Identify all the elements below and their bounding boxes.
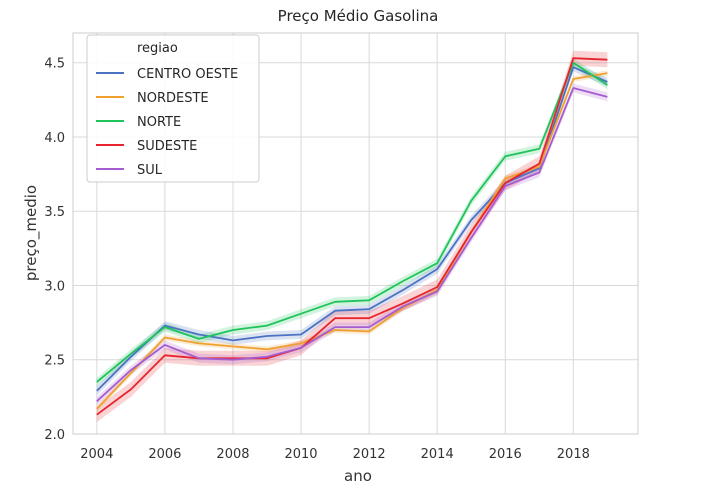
series-lines <box>96 57 608 416</box>
plot-frame <box>72 32 639 435</box>
legend: regiao CENTRO OESTE NORDESTE NORTE SUDESTE S… <box>86 34 260 183</box>
chart-title: Preço Médio Gasolina <box>278 7 439 25</box>
x-tick-label: 2006 <box>148 447 181 462</box>
legend-label-nordeste: NORDESTE <box>137 91 209 106</box>
x-tick-label: 2016 <box>489 447 522 462</box>
legend-items: CENTRO OESTE NORDESTE NORTE SUDESTE SUL <box>96 67 238 178</box>
y-tick-label: 4.0 <box>44 131 65 146</box>
x-axis-title: ano <box>344 467 372 485</box>
legend-label-sul: SUL <box>137 163 163 178</box>
x-tick-label: 2012 <box>353 447 386 462</box>
y-axis-title: preço_medio <box>22 185 41 281</box>
legend-label-norte: NORTE <box>137 115 181 130</box>
x-tick-label: 2004 <box>80 447 113 462</box>
legend-box <box>86 34 260 183</box>
series-line-sudeste <box>96 57 608 416</box>
y-tick-label: 3.5 <box>44 205 65 220</box>
x-tick-label: 2014 <box>421 447 454 462</box>
y-tick-label: 3.0 <box>44 279 65 294</box>
x-tick-label: 2008 <box>216 447 249 462</box>
legend-label-centro-oeste: CENTRO OESTE <box>137 67 238 82</box>
x-tick-labels: 2004 2006 2008 2010 2012 2014 2016 2018 <box>80 447 590 462</box>
y-tick-labels: 2.0 2.5 3.0 3.5 4.0 4.5 <box>44 57 65 443</box>
y-tick-label: 4.5 <box>44 57 65 72</box>
y-tick-label: 2.0 <box>44 428 65 443</box>
legend-label-sudeste: SUDESTE <box>137 139 197 154</box>
legend-title: regiao <box>137 41 178 56</box>
series-line-centro-oeste <box>96 66 608 392</box>
series-line-sul <box>96 87 608 402</box>
x-tick-label: 2018 <box>557 447 590 462</box>
x-tick-label: 2010 <box>284 447 317 462</box>
series-line-norte <box>96 61 608 383</box>
y-tick-label: 2.5 <box>44 354 65 369</box>
